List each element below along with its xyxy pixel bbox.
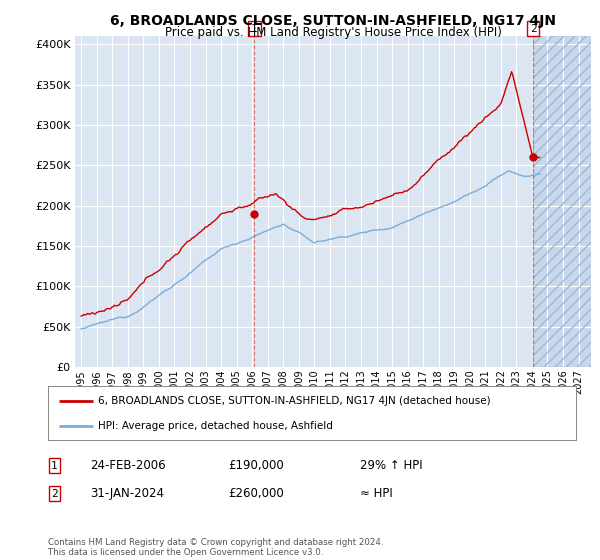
Text: 6, BROADLANDS CLOSE, SUTTON-IN-ASHFIELD, NG17 4JN: 6, BROADLANDS CLOSE, SUTTON-IN-ASHFIELD,…: [110, 14, 556, 28]
Text: 6, BROADLANDS CLOSE, SUTTON-IN-ASHFIELD, NG17 4JN (detached house): 6, BROADLANDS CLOSE, SUTTON-IN-ASHFIELD,…: [98, 396, 491, 407]
Text: 2: 2: [51, 489, 58, 499]
Bar: [533, 36, 600, 367]
Text: Price paid vs. HM Land Registry's House Price Index (HPI): Price paid vs. HM Land Registry's House …: [164, 26, 502, 39]
Bar: [533, 36, 600, 367]
Text: ≈ HPI: ≈ HPI: [360, 487, 393, 501]
Text: Contains HM Land Registry data © Crown copyright and database right 2024.
This d: Contains HM Land Registry data © Crown c…: [48, 538, 383, 557]
Text: 31-JAN-2024: 31-JAN-2024: [90, 487, 164, 501]
Text: £190,000: £190,000: [228, 459, 284, 473]
Text: 29% ↑ HPI: 29% ↑ HPI: [360, 459, 422, 473]
Text: 24-FEB-2006: 24-FEB-2006: [90, 459, 166, 473]
Text: 1: 1: [251, 24, 258, 34]
Text: 2: 2: [530, 24, 536, 34]
Text: 1: 1: [51, 461, 58, 471]
Text: £260,000: £260,000: [228, 487, 284, 501]
Text: HPI: Average price, detached house, Ashfield: HPI: Average price, detached house, Ashf…: [98, 421, 333, 431]
